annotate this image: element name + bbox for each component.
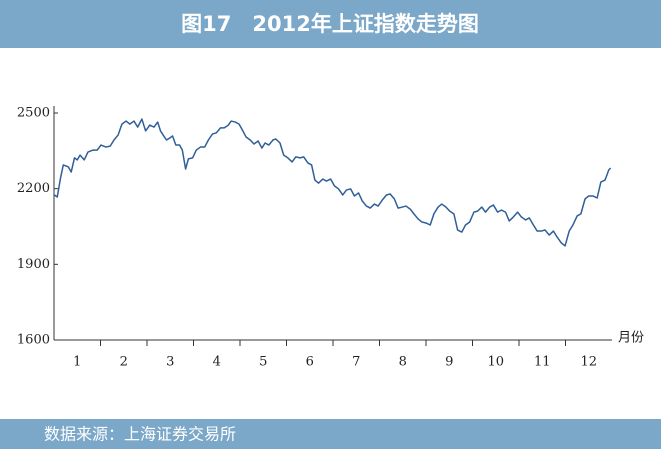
x-axis-label: 月份 [618,331,644,346]
x-tick-label: 8 [399,355,407,370]
x-tick-label: 1 [73,355,81,370]
source-note: 数据来源：上海证券交易所 [44,425,236,444]
x-tick-label: 3 [166,355,174,370]
x-tick-label: 11 [534,355,551,370]
x-tick-label: 5 [259,355,267,370]
x-tick-label: 12 [580,355,597,370]
x-tick-label: 7 [352,355,360,370]
x-tick-label: 4 [213,355,221,370]
footer-band [0,419,661,449]
y-tick-label: 2500 [17,106,50,121]
y-tick-label: 1600 [17,333,50,348]
x-tick-label: 2 [120,355,128,370]
x-tick-label: 6 [306,355,314,370]
x-tick-label: 9 [445,355,453,370]
chart-title: 图17 2012年上证指数走势图 [181,12,479,36]
index-line [54,118,612,247]
y-tick-label: 1900 [17,257,50,272]
header-band [0,0,661,48]
y-tick-label: 2200 [17,181,50,196]
x-tick-label: 10 [487,355,504,370]
